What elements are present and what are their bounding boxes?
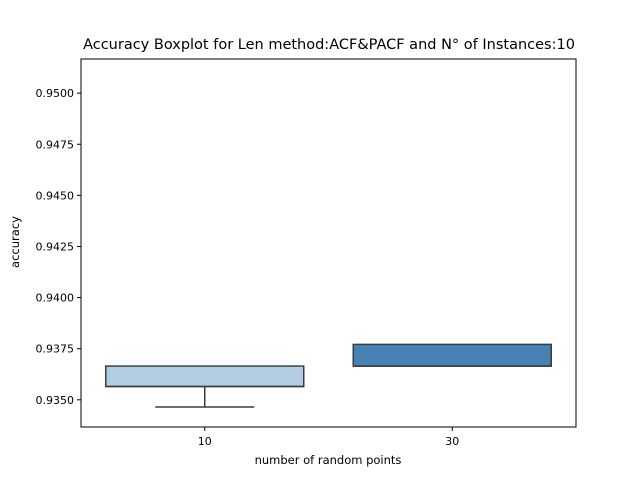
x-tick-label: 30 [445, 435, 459, 448]
box-30 [352, 343, 552, 367]
x-axis-label: number of random points [255, 453, 402, 467]
plot-frame [80, 58, 577, 428]
chart-title: Accuracy Boxplot for Len method:ACF&PACF… [83, 37, 575, 53]
box-10 [105, 365, 305, 388]
y-tick-label: 0.9450 [36, 189, 75, 202]
y-tick-label: 0.9375 [36, 343, 75, 356]
y-axis-label: accuracy [8, 216, 22, 268]
y-tick-label: 0.9475 [36, 138, 75, 151]
x-tick-label: 10 [198, 435, 212, 448]
y-tick-label: 0.9350 [36, 394, 75, 407]
y-tick-label: 0.9425 [36, 240, 75, 253]
plot-area: 0.9350 0.9375 0.9400 0.9425 0.9450 0.9475 0.95… [36, 58, 577, 448]
y-tick-label: 0.9500 [36, 87, 75, 100]
y-tick-label: 0.9400 [36, 292, 75, 305]
